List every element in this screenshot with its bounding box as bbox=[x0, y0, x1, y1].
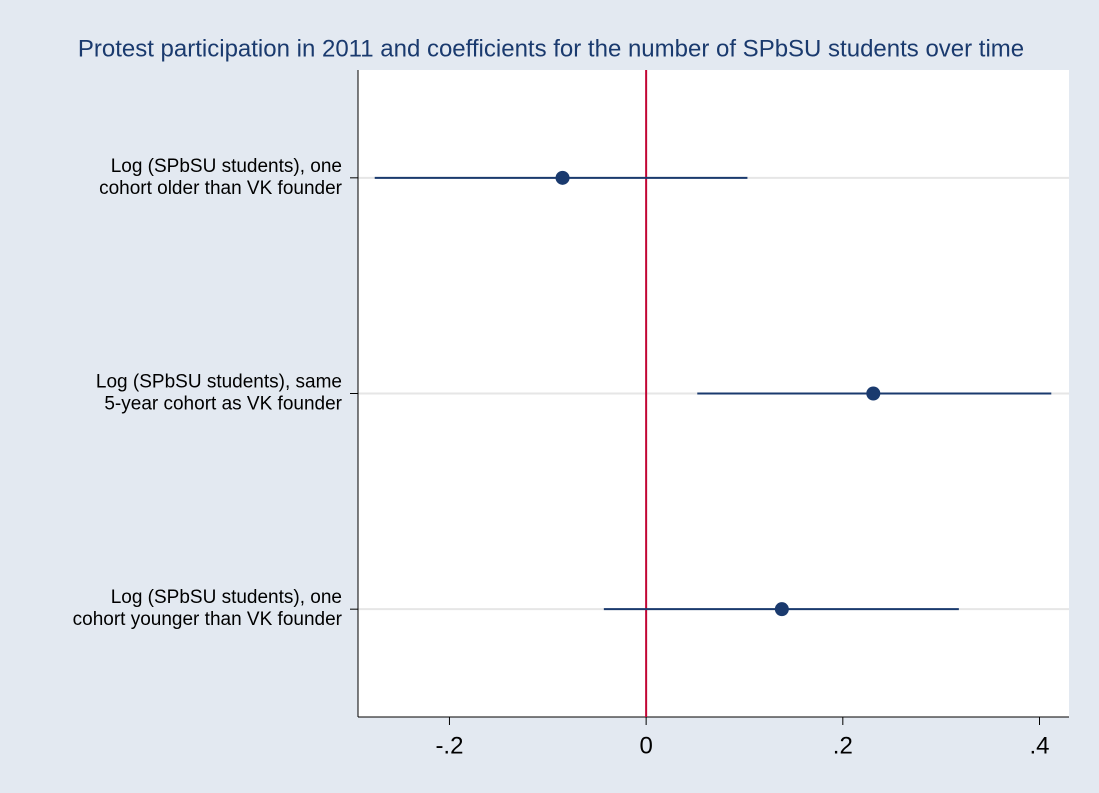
coefficient-point bbox=[774, 602, 789, 617]
y-tick-label: Log (SPbSU students), same 5-year cohort … bbox=[96, 372, 343, 415]
y-tick-label: Log (SPbSU students), one cohort older th… bbox=[99, 156, 343, 199]
coefficient-point bbox=[555, 170, 570, 185]
y-tick-label-line: cohort older than VK founder bbox=[99, 178, 343, 199]
coefficient-point bbox=[866, 386, 881, 401]
y-tick-label-line: Log (SPbSU students), same bbox=[96, 372, 342, 393]
x-tick-label: -.2 bbox=[435, 732, 463, 759]
x-tick-label: .4 bbox=[1029, 732, 1049, 759]
y-tick-label-line: Log (SPbSU students), one bbox=[111, 156, 342, 177]
y-tick-label: Log (SPbSU students), one cohort younger … bbox=[73, 587, 343, 630]
x-tick-label: .2 bbox=[833, 732, 853, 759]
y-tick-label-line: 5-year cohort as VK founder bbox=[104, 394, 342, 415]
y-tick-label-line: cohort younger than VK founder bbox=[73, 609, 343, 630]
x-tick-label: 0 bbox=[639, 732, 652, 759]
y-tick-label-line: Log (SPbSU students), one bbox=[111, 587, 342, 608]
chart-title: Protest participation in 2011 and coeffi… bbox=[78, 35, 1024, 62]
